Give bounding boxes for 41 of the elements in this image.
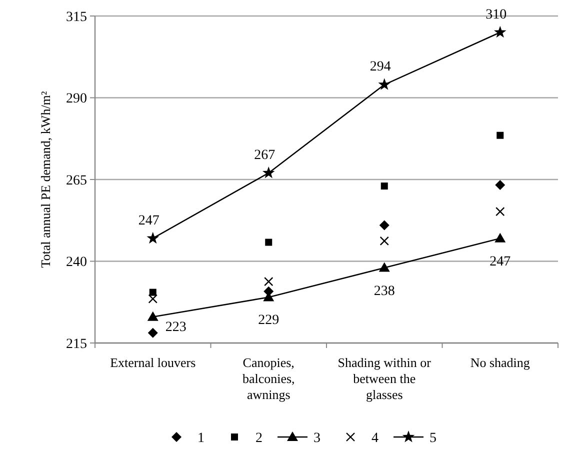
point [262, 166, 275, 178]
y-tick-label: 265 [66, 173, 87, 188]
point [378, 262, 390, 272]
point [149, 288, 156, 296]
point [494, 232, 506, 242]
data-label: 238 [374, 284, 395, 299]
x-tick-label: External louvers [110, 355, 196, 370]
y-tick-label: 240 [66, 255, 87, 270]
point [495, 180, 506, 190]
point [379, 220, 390, 230]
data-label: 294 [370, 60, 391, 75]
legend-label: 3 [314, 430, 320, 446]
x-tick-label: Canopies, balconies, awnings [242, 355, 295, 402]
y-axis-title: Total annual PE demand, kWh/m² [38, 91, 53, 268]
y-tick-label: 215 [66, 336, 87, 352]
legend-label: 4 [372, 430, 378, 446]
point [496, 206, 505, 216]
data-label: 267 [254, 148, 276, 163]
point [494, 26, 506, 38]
y-tick-label: 290 [66, 92, 87, 107]
point [380, 182, 388, 190]
point [148, 294, 158, 304]
data-label: 247 [490, 254, 511, 270]
legend-label: 1 [198, 430, 204, 446]
point [148, 328, 158, 338]
point [380, 236, 389, 246]
legend-label: 5 [430, 430, 436, 446]
data-label: 310 [486, 7, 507, 22]
point [496, 132, 504, 139]
point [265, 238, 272, 246]
x-tick-label: No shading [470, 355, 530, 370]
data-label: 247 [138, 213, 160, 228]
legend-label: 2 [256, 430, 262, 446]
point [378, 78, 391, 90]
y-tick-label: 315 [66, 10, 87, 25]
data-label: 229 [258, 313, 280, 328]
point [264, 276, 274, 286]
data-label: 223 [165, 320, 186, 335]
x-tick-label: Shading within or between the glasses [338, 355, 432, 402]
point [147, 311, 158, 321]
point [146, 232, 160, 244]
